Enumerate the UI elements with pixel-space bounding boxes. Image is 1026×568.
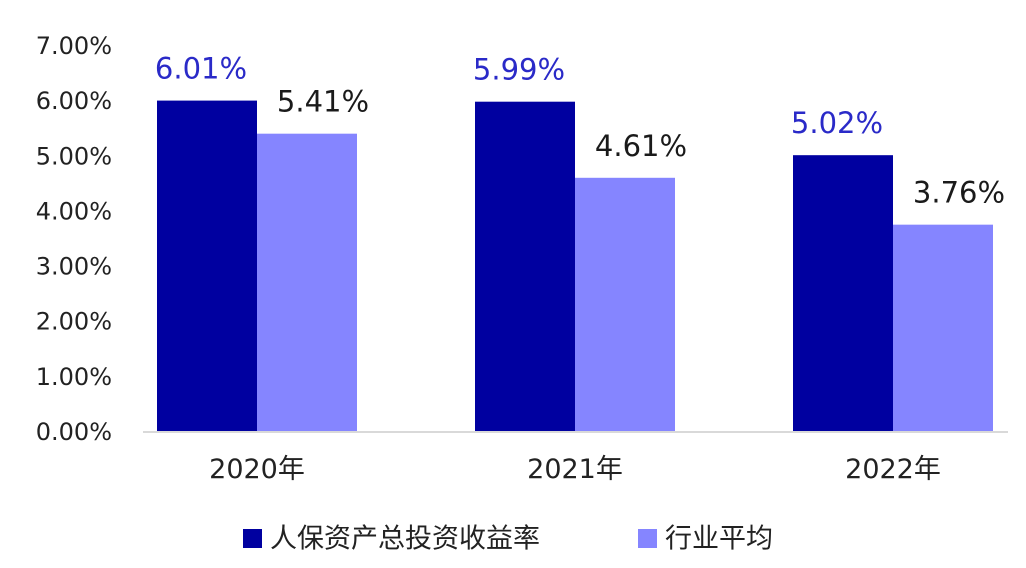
data-label-series-2: 4.61% (595, 129, 687, 163)
legend-label-series-2: 行业平均 (665, 524, 773, 555)
x-tick-label: 2020年 (209, 454, 305, 485)
y-tick-label: 6.00% (36, 87, 112, 115)
bar-series-1-2021年 (475, 101, 575, 433)
y-tick-label: 0.00% (36, 418, 112, 446)
bar-series-2-2022年 (893, 224, 993, 432)
data-labels: 6.01% 5.99% 5.02% 5.41% 4.61% 3.76% (155, 52, 1005, 210)
bar-series-2-2021年 (575, 177, 675, 432)
y-tick-label: 3.00% (36, 253, 112, 281)
data-label-series-2: 3.76% (913, 176, 1005, 210)
data-label-series-1: 6.01% (155, 52, 247, 86)
x-tick-label: 2022年 (845, 454, 941, 485)
bar-series-1-2020年 (157, 100, 257, 432)
bars (157, 100, 993, 433)
legend-label-series-1: 人保资产总投资收益率 (270, 524, 540, 555)
legend-swatch-series-2 (638, 529, 657, 548)
y-axis: 0.00% 1.00% 2.00% 3.00% 4.00% 5.00% 6.00% 7.00% (36, 32, 112, 446)
y-tick-label: 1.00% (36, 363, 112, 391)
data-label-series-1: 5.02% (791, 106, 883, 140)
data-label-series-1: 5.99% (473, 53, 565, 87)
y-tick-label: 4.00% (36, 197, 112, 225)
bar-series-2-2020年 (257, 133, 357, 433)
y-tick-label: 5.00% (36, 142, 112, 170)
y-tick-label: 7.00% (36, 32, 112, 60)
x-tick-label: 2021年 (527, 454, 623, 485)
data-label-series-2: 5.41% (277, 85, 369, 119)
bar-series-1-2022年 (793, 155, 893, 432)
y-tick-label: 2.00% (36, 308, 112, 336)
legend-swatch-series-1 (243, 529, 262, 548)
legend: 人保资产总投资收益率 行业平均 (243, 524, 773, 555)
x-axis: 2020年 2021年 2022年 (209, 454, 941, 485)
